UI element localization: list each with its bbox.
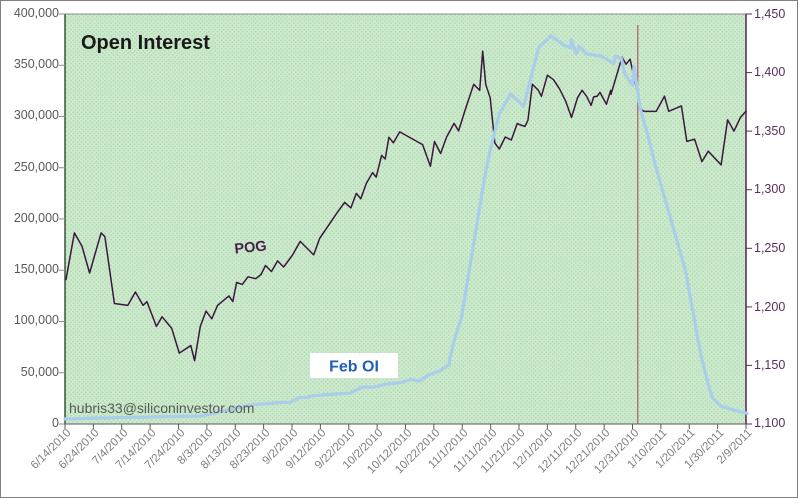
svg-text:Open Interest: Open Interest: [81, 32, 210, 54]
svg-text:hubris33@siliconinvestor.com: hubris33@siliconinvestor.com: [69, 400, 254, 416]
svg-text:Feb OI: Feb OI: [329, 359, 379, 376]
svg-text:POG: POG: [234, 238, 268, 257]
